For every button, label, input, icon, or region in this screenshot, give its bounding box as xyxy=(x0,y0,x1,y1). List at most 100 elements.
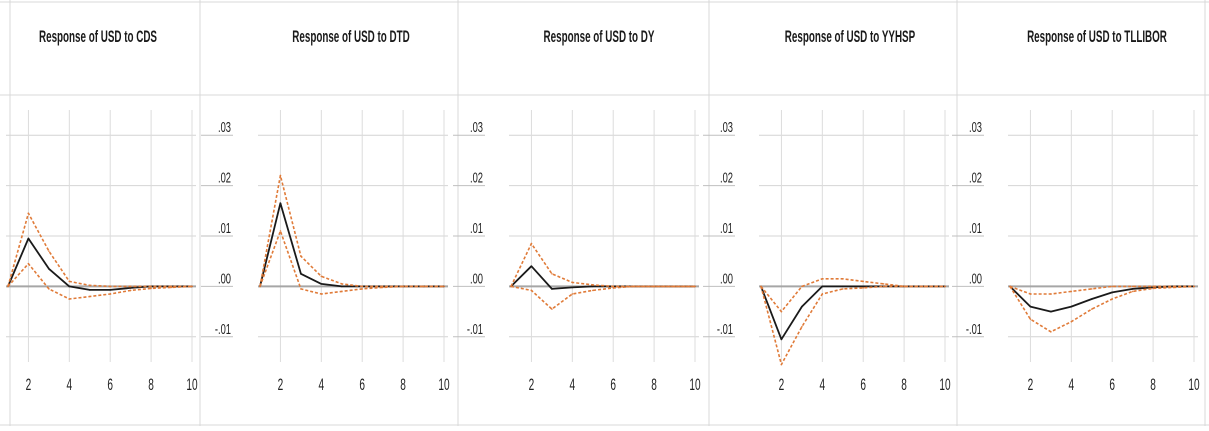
lower-point xyxy=(821,293,824,295)
y-tick-label: .03 xyxy=(720,119,733,136)
upper-point xyxy=(551,273,553,275)
upper-point xyxy=(1111,285,1114,288)
lower-point xyxy=(1131,290,1134,293)
y-tick-label: .03 xyxy=(969,119,982,136)
y-tick-label: .00 xyxy=(470,270,483,287)
response-line xyxy=(1009,285,1194,313)
upper-point xyxy=(862,280,865,283)
upper-point xyxy=(591,284,594,286)
lower-point xyxy=(653,285,655,288)
response-point xyxy=(1090,298,1093,300)
lower-point xyxy=(1029,318,1032,320)
y-tick-label: .02 xyxy=(218,169,231,186)
response-line xyxy=(259,202,444,288)
response-point xyxy=(48,267,50,270)
lower-point xyxy=(259,285,261,288)
upper-point xyxy=(780,310,783,313)
irf-panel: Response of USD to TLLIBOR .03 .02 .01 .00 -.… xyxy=(952,27,1200,394)
irf-panel: Response of USD to DTD .03 .02 .01 .00 -.01 2 4… xyxy=(201,27,450,394)
response-point xyxy=(1050,310,1052,313)
lower-point xyxy=(571,293,574,295)
chart-title: Response of USD to DY xyxy=(544,27,655,45)
x-tick-label: 6 xyxy=(1109,374,1115,393)
response-point xyxy=(841,285,844,288)
x-tick-label: 4 xyxy=(67,374,73,393)
upper-point xyxy=(821,278,824,280)
x-tick-label: 4 xyxy=(1069,374,1075,393)
lower-point xyxy=(591,289,594,292)
upper-band-line xyxy=(7,212,192,288)
y-tick-label: .01 xyxy=(720,220,733,237)
x-tick-label: 10 xyxy=(1188,374,1199,393)
lower-point xyxy=(882,285,885,288)
x-tick-label: 10 xyxy=(186,374,197,393)
lower-point xyxy=(191,285,193,288)
x-tick-label: 8 xyxy=(651,374,657,393)
upper-point xyxy=(1090,288,1093,290)
lower-point xyxy=(801,325,803,328)
y-tick-label: .03 xyxy=(218,119,231,136)
response-point xyxy=(862,285,865,288)
lower-band-line xyxy=(1009,285,1195,333)
x-tick-label: 6 xyxy=(860,374,866,393)
response-point xyxy=(571,286,574,289)
upper-point xyxy=(109,285,112,288)
lower-point xyxy=(279,230,282,232)
upper-point xyxy=(361,285,364,288)
upper-point xyxy=(27,212,30,215)
response-point xyxy=(801,305,803,308)
response-point xyxy=(551,288,553,290)
x-tick-label: 2 xyxy=(1028,374,1034,393)
response-point xyxy=(68,285,71,288)
lower-point xyxy=(27,262,30,265)
y-tick-label: -.01 xyxy=(215,321,231,338)
upper-point xyxy=(1070,290,1073,293)
y-tick-label: .02 xyxy=(969,169,982,186)
lower-point xyxy=(48,288,50,290)
upper-point xyxy=(571,281,574,284)
lower-point xyxy=(7,285,9,288)
upper-band-line xyxy=(510,242,695,288)
x-tick-label: 2 xyxy=(779,374,785,393)
response-point xyxy=(109,289,112,291)
upper-point xyxy=(48,250,50,252)
lower-point xyxy=(530,289,533,292)
upper-point xyxy=(841,278,844,280)
lower-point xyxy=(1090,308,1093,310)
lower-point xyxy=(903,285,905,288)
upper-point xyxy=(129,285,132,288)
response-point xyxy=(27,237,30,240)
lower-point xyxy=(923,285,926,288)
upper-point xyxy=(88,284,91,287)
y-tick-label: .01 xyxy=(470,220,483,237)
x-tick-label: 4 xyxy=(570,374,576,393)
response-point xyxy=(300,273,302,275)
x-tick-label: 10 xyxy=(689,374,700,393)
lower-point xyxy=(422,285,425,288)
lower-point xyxy=(673,285,676,288)
lower-point xyxy=(1152,287,1154,290)
upper-point xyxy=(1029,293,1032,295)
y-tick-label: -.01 xyxy=(467,321,483,338)
y-tick-label: .02 xyxy=(720,169,733,186)
response-line xyxy=(7,237,192,291)
lower-point xyxy=(760,285,762,288)
upper-point xyxy=(530,242,533,245)
x-tick-label: 4 xyxy=(319,374,325,393)
upper-point xyxy=(1131,285,1134,288)
x-tick-label: 10 xyxy=(438,374,449,393)
irf-panel: Response of USD to DY .03 .02 .01 .00 -.01 2 4 6… xyxy=(453,27,701,394)
chart-title: Response of USD to YYHSP xyxy=(785,27,915,45)
response-line xyxy=(760,285,945,341)
lower-point xyxy=(551,308,553,310)
response-point xyxy=(320,283,323,285)
lower-band-line xyxy=(760,285,945,366)
lower-point xyxy=(320,293,323,295)
x-tick-label: 6 xyxy=(359,374,365,393)
y-tick-label: .00 xyxy=(969,270,982,287)
y-tick-label: .01 xyxy=(969,220,982,237)
upper-point xyxy=(320,275,323,278)
upper-point xyxy=(882,283,885,285)
